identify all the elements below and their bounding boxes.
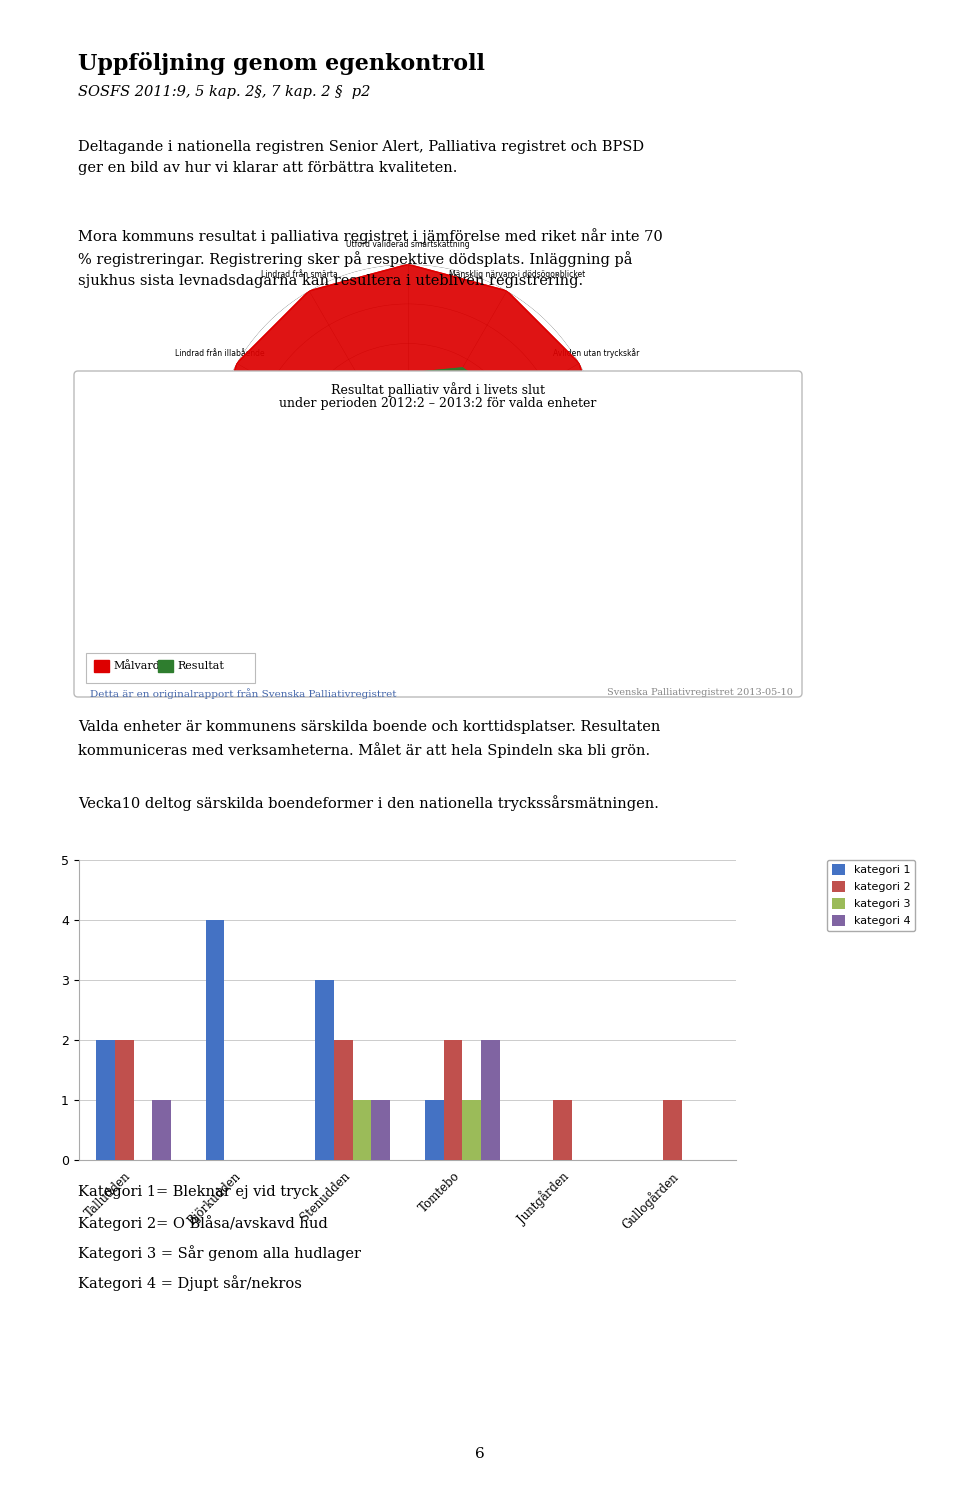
Bar — [205, 920, 225, 1160]
Bar — [158, 660, 173, 672]
Text: Valda enheter är kommunens särskilda boende och korttidsplatser. Resultaten
komm: Valda enheter är kommunens särskilda boe… — [78, 720, 660, 757]
Bar — [553, 1100, 572, 1160]
Bar — [444, 1041, 463, 1160]
Text: Kategori 4 = Djupt sår/nekros: Kategori 4 = Djupt sår/nekros — [78, 1275, 301, 1291]
Bar — [316, 979, 334, 1160]
Text: Kategori 1= Bleknar ej vid tryck: Kategori 1= Bleknar ej vid tryck — [78, 1185, 319, 1199]
Bar — [152, 1100, 171, 1160]
FancyBboxPatch shape — [86, 652, 255, 682]
FancyBboxPatch shape — [74, 370, 802, 697]
Text: Deltagande i nationella registren Senior Alert, Palliativa registret och BPSD
ge: Deltagande i nationella registren Senior… — [78, 140, 644, 175]
Bar — [463, 1100, 481, 1160]
Bar — [352, 1100, 372, 1160]
Text: Målvarde: Målvarde — [113, 661, 166, 670]
Text: Resultat palliativ vård i livets slut: Resultat palliativ vård i livets slut — [331, 382, 545, 397]
Bar — [425, 1100, 444, 1160]
Text: Mora kommuns resultat i palliativa registret i jämförelse med riket når inte 70
: Mora kommuns resultat i palliativa regis… — [78, 228, 662, 288]
Text: under perioden 2012:2 – 2013:2 för valda enheter: under perioden 2012:2 – 2013:2 för valda… — [279, 397, 597, 411]
Text: Vecka10 deltog särskilda boendeformer i den nationella tryckssårsmätningen.: Vecka10 deltog särskilda boendeformer i … — [78, 794, 659, 811]
Bar — [481, 1041, 499, 1160]
Text: Kategori 3 = Sår genom alla hudlager: Kategori 3 = Sår genom alla hudlager — [78, 1245, 361, 1262]
Text: Uppföljning genom egenkontroll: Uppföljning genom egenkontroll — [78, 52, 485, 75]
Text: Resultat: Resultat — [177, 661, 224, 670]
Text: Detta är en originalrapport från Svenska Palliativregistret: Detta är en originalrapport från Svenska… — [90, 688, 396, 699]
Text: 6: 6 — [475, 1447, 485, 1462]
Legend: kategori 1, kategori 2, kategori 3, kategori 4: kategori 1, kategori 2, kategori 3, kate… — [828, 860, 915, 932]
Text: Kategori 2= O Blåsa/avskavd hud: Kategori 2= O Blåsa/avskavd hud — [78, 1215, 327, 1230]
Polygon shape — [348, 367, 511, 621]
Polygon shape — [210, 264, 606, 660]
Bar — [663, 1100, 682, 1160]
Bar — [94, 660, 109, 672]
Text: SOSFS 2011:9, 5 kap. 2§, 7 kap. 2 §  p2: SOSFS 2011:9, 5 kap. 2§, 7 kap. 2 § p2 — [78, 85, 371, 99]
Text: Svenska Palliativregistret 2013-05-10: Svenska Palliativregistret 2013-05-10 — [607, 688, 793, 697]
Bar — [115, 1041, 133, 1160]
Bar — [334, 1041, 352, 1160]
Bar — [372, 1100, 390, 1160]
Bar — [96, 1041, 115, 1160]
